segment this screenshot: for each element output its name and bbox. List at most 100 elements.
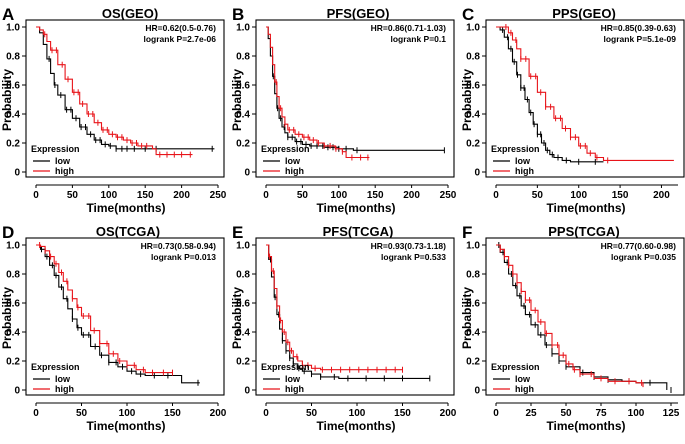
y-tick-label: 0.8 bbox=[6, 270, 20, 281]
x-tick-label: 0 bbox=[33, 408, 39, 419]
legend-label-high: high bbox=[285, 384, 304, 394]
legend-title: Expression bbox=[261, 362, 310, 372]
legend-label-high: high bbox=[515, 166, 534, 176]
legend-label-low: low bbox=[515, 156, 531, 166]
survival-curve-high bbox=[36, 244, 173, 374]
y-tick-label: 0.6 bbox=[6, 81, 20, 92]
y-tick-label: 0.2 bbox=[236, 139, 250, 150]
y-tick-label: 0 bbox=[14, 386, 20, 397]
y-tick-label: 1.0 bbox=[6, 241, 20, 252]
legend-label-low: low bbox=[285, 374, 301, 384]
panel-title: PFS(GEO) bbox=[327, 6, 390, 21]
x-tick-label: 200 bbox=[173, 190, 190, 201]
x-tick-label: 100 bbox=[119, 408, 136, 419]
y-axis-label: Probability bbox=[0, 287, 14, 349]
plot-frame bbox=[485, 237, 685, 396]
plot-frame bbox=[25, 237, 225, 396]
survival-curve-high bbox=[496, 244, 644, 388]
y-tick-label: 0.8 bbox=[6, 52, 20, 63]
hazard-ratio-text: HR=0.62(0.5-0.76) bbox=[145, 23, 216, 33]
x-tick-label: 50 bbox=[76, 408, 88, 419]
legend-label-high: high bbox=[515, 384, 534, 394]
x-tick-label: 100 bbox=[570, 190, 587, 201]
survival-curve-high bbox=[496, 26, 674, 161]
legend-label-high: high bbox=[55, 166, 74, 176]
y-tick-label: 0 bbox=[474, 386, 480, 397]
logrank-p-text: logrank P=0.013 bbox=[151, 252, 216, 262]
y-tick-label: 0.6 bbox=[236, 81, 250, 92]
x-tick-label: 125 bbox=[663, 408, 680, 419]
panel-label: F bbox=[462, 223, 472, 242]
survival-curve-low bbox=[36, 26, 215, 150]
y-tick-label: 1.0 bbox=[236, 23, 250, 34]
km-panel-os-tcga: D OS(TCGA) Probability Time(months) 0 0.2 0.4 0… bbox=[0, 223, 227, 433]
plot-frame bbox=[255, 19, 455, 178]
y-tick-label: 0.4 bbox=[236, 110, 250, 121]
logrank-p-text: logrank P=0.533 bbox=[381, 252, 446, 262]
x-tick-label: 250 bbox=[210, 190, 227, 201]
panel-label: C bbox=[462, 5, 474, 24]
x-axis-label: Time(months) bbox=[316, 419, 395, 433]
x-tick-label: 150 bbox=[394, 408, 411, 419]
survival-curve-low bbox=[36, 244, 200, 384]
y-tick-label: 0 bbox=[244, 168, 250, 179]
panel-label: A bbox=[2, 5, 14, 24]
x-tick-label: 100 bbox=[349, 408, 366, 419]
x-tick-label: 150 bbox=[137, 190, 154, 201]
x-tick-label: 50 bbox=[297, 190, 309, 201]
y-tick-label: 0.6 bbox=[466, 299, 480, 310]
km-panel-pfs-geo: B PFS(GEO) Probability Time(months) 0 0.2 0.4 0… bbox=[230, 5, 457, 215]
survival-curve-high bbox=[36, 26, 193, 156]
x-axis-label: Time(months) bbox=[86, 419, 165, 433]
y-tick-label: 0.6 bbox=[6, 299, 20, 310]
plot-frame bbox=[25, 19, 225, 178]
y-tick-label: 0.8 bbox=[236, 52, 250, 63]
legend-label-low: low bbox=[55, 156, 71, 166]
y-tick-label: 1.0 bbox=[236, 241, 250, 252]
x-tick-label: 50 bbox=[532, 190, 544, 201]
hazard-ratio-text: HR=0.86(0.71-1.03) bbox=[371, 23, 447, 33]
panel-label: E bbox=[232, 223, 243, 242]
x-axis-label: Time(months) bbox=[546, 201, 625, 215]
y-tick-label: 0.4 bbox=[466, 328, 480, 339]
km-panel-pfs-tcga: E PFS(TCGA) Probability Time(months) 0 0.2 0.4… bbox=[230, 223, 457, 433]
y-tick-label: 0.6 bbox=[236, 299, 250, 310]
y-tick-label: 0.2 bbox=[466, 357, 480, 368]
y-tick-label: 0.4 bbox=[6, 328, 20, 339]
y-axis-label: Probability bbox=[0, 69, 14, 131]
legend-title: Expression bbox=[491, 144, 540, 154]
y-tick-label: 0.6 bbox=[466, 81, 480, 92]
x-tick-label: 150 bbox=[164, 408, 181, 419]
y-tick-label: 1.0 bbox=[6, 23, 20, 34]
legend-title: Expression bbox=[31, 144, 80, 154]
x-tick-label: 0 bbox=[493, 408, 499, 419]
y-tick-label: 0.2 bbox=[6, 139, 20, 150]
legend-title: Expression bbox=[261, 144, 310, 154]
logrank-p-text: logrank P=2.7e-06 bbox=[143, 34, 216, 44]
legend-label-high: high bbox=[55, 384, 74, 394]
x-tick-label: 150 bbox=[612, 190, 629, 201]
y-tick-label: 0 bbox=[244, 386, 250, 397]
legend-label-low: low bbox=[515, 374, 531, 384]
legend-label-low: low bbox=[55, 374, 71, 384]
panel-title: PFS(TCGA) bbox=[323, 224, 394, 239]
x-tick-label: 0 bbox=[33, 190, 39, 201]
y-axis-label: Probability bbox=[460, 287, 474, 349]
km-panel-pps-geo: C PPS(GEO) Probability Time(months) 0 0.2 0.4 0… bbox=[460, 5, 685, 215]
survival-curve-high bbox=[266, 26, 370, 159]
survival-curve-low bbox=[496, 26, 604, 163]
km-panel-os-geo: A OS(GEO) Probability Time(months) 0 0.2 0.4 0.… bbox=[0, 5, 227, 215]
y-tick-label: 0.8 bbox=[236, 270, 250, 281]
survival-curve-low bbox=[266, 26, 445, 151]
x-tick-label: 75 bbox=[595, 408, 607, 419]
x-tick-label: 0 bbox=[493, 190, 499, 201]
y-tick-label: 0.2 bbox=[236, 357, 250, 368]
x-tick-label: 100 bbox=[330, 190, 347, 201]
panel-title: OS(TCGA) bbox=[96, 224, 160, 239]
legend-title: Expression bbox=[491, 362, 540, 372]
y-tick-label: 0.8 bbox=[466, 52, 480, 63]
x-tick-label: 25 bbox=[525, 408, 537, 419]
survival-curve-low bbox=[266, 244, 430, 379]
x-tick-label: 250 bbox=[440, 190, 457, 201]
